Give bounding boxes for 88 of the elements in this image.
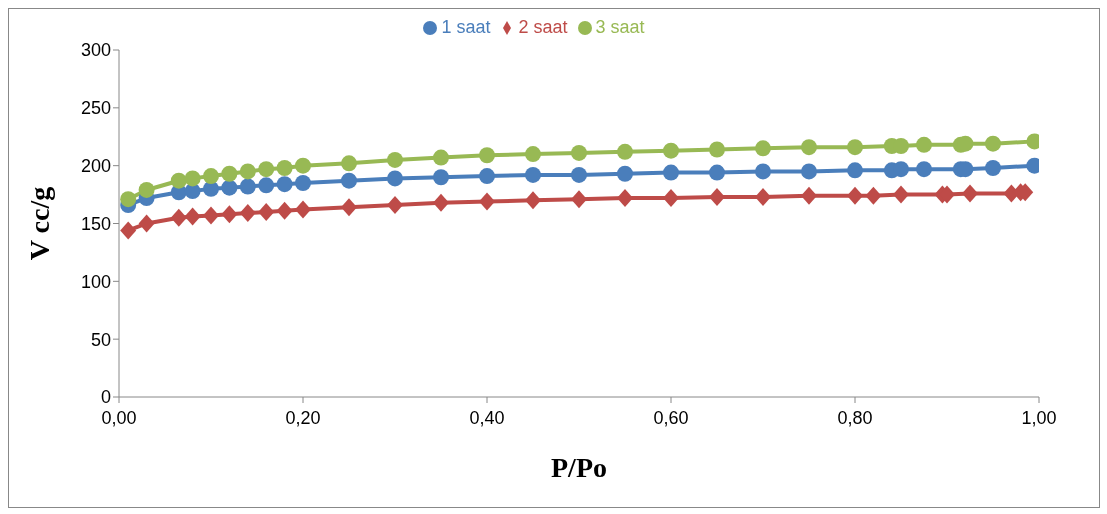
point (985, 135, 1001, 152)
point (525, 166, 541, 183)
point (617, 165, 633, 182)
point (239, 163, 256, 180)
y-axis-title: V cc/g (23, 186, 55, 261)
point (170, 172, 187, 189)
x-tick-label: 0,40 (469, 407, 505, 428)
point (221, 205, 238, 224)
point (525, 191, 541, 210)
point (893, 161, 909, 178)
point (962, 184, 978, 203)
point (221, 179, 238, 196)
point (985, 159, 1001, 176)
point (801, 186, 817, 205)
point (276, 201, 293, 220)
point (709, 164, 725, 181)
point (525, 146, 541, 163)
y-tick-label: 50 (90, 329, 111, 350)
y-tick-label: 300 (80, 40, 111, 61)
point (617, 189, 633, 208)
x-tick-label: 0,20 (285, 407, 321, 428)
point (847, 162, 863, 179)
point (184, 207, 201, 226)
point (387, 170, 403, 187)
x-tick-label: 0,60 (653, 407, 689, 428)
point (138, 214, 155, 233)
point (433, 193, 449, 212)
point (755, 163, 771, 180)
point (276, 176, 293, 193)
point (755, 140, 771, 157)
point (663, 142, 679, 159)
legend-label: 1 saat (441, 17, 491, 37)
legend-label: 3 saat (595, 17, 645, 37)
point (479, 168, 495, 185)
y-tick-label: 0 (100, 387, 111, 408)
point (865, 186, 882, 205)
point (893, 185, 909, 204)
point (617, 143, 633, 160)
point (755, 187, 771, 206)
point (341, 155, 357, 172)
point (571, 166, 587, 183)
point (120, 221, 137, 240)
x-tick-label: 0,80 (837, 407, 873, 428)
point (479, 192, 495, 211)
point (341, 172, 357, 189)
point (479, 147, 495, 164)
x-tick-label: 0,00 (101, 407, 137, 428)
point (295, 175, 311, 192)
legend-label: 2 saat (518, 17, 568, 37)
point (433, 149, 449, 166)
x-tick-label: 1,00 (1021, 407, 1057, 428)
point (184, 170, 201, 187)
point (239, 204, 256, 223)
point (709, 187, 725, 206)
point (221, 165, 238, 182)
x-axis-title: P/Po (551, 452, 607, 483)
point (709, 141, 725, 158)
point (258, 202, 275, 221)
point (295, 157, 311, 174)
point (801, 163, 817, 180)
point (916, 161, 932, 178)
point (341, 198, 357, 217)
point (170, 208, 187, 227)
point (295, 200, 311, 219)
point (239, 178, 256, 195)
point (571, 190, 587, 209)
y-tick-label: 200 (80, 156, 111, 177)
point (203, 206, 219, 225)
point (138, 181, 155, 198)
point (663, 189, 679, 208)
point (276, 159, 293, 176)
y-tick-label: 100 (80, 271, 111, 292)
point (387, 151, 403, 168)
point (571, 144, 587, 161)
point (847, 186, 863, 205)
point (847, 139, 863, 156)
point (203, 168, 219, 185)
point (801, 139, 817, 156)
point (258, 177, 275, 194)
y-tick-label: 150 (80, 213, 111, 234)
point (433, 169, 449, 186)
point (387, 195, 403, 214)
point (663, 164, 679, 181)
y-tick-label: 250 (80, 98, 111, 119)
point (258, 161, 275, 178)
point (203, 180, 219, 197)
point (916, 136, 932, 153)
point (120, 191, 137, 208)
